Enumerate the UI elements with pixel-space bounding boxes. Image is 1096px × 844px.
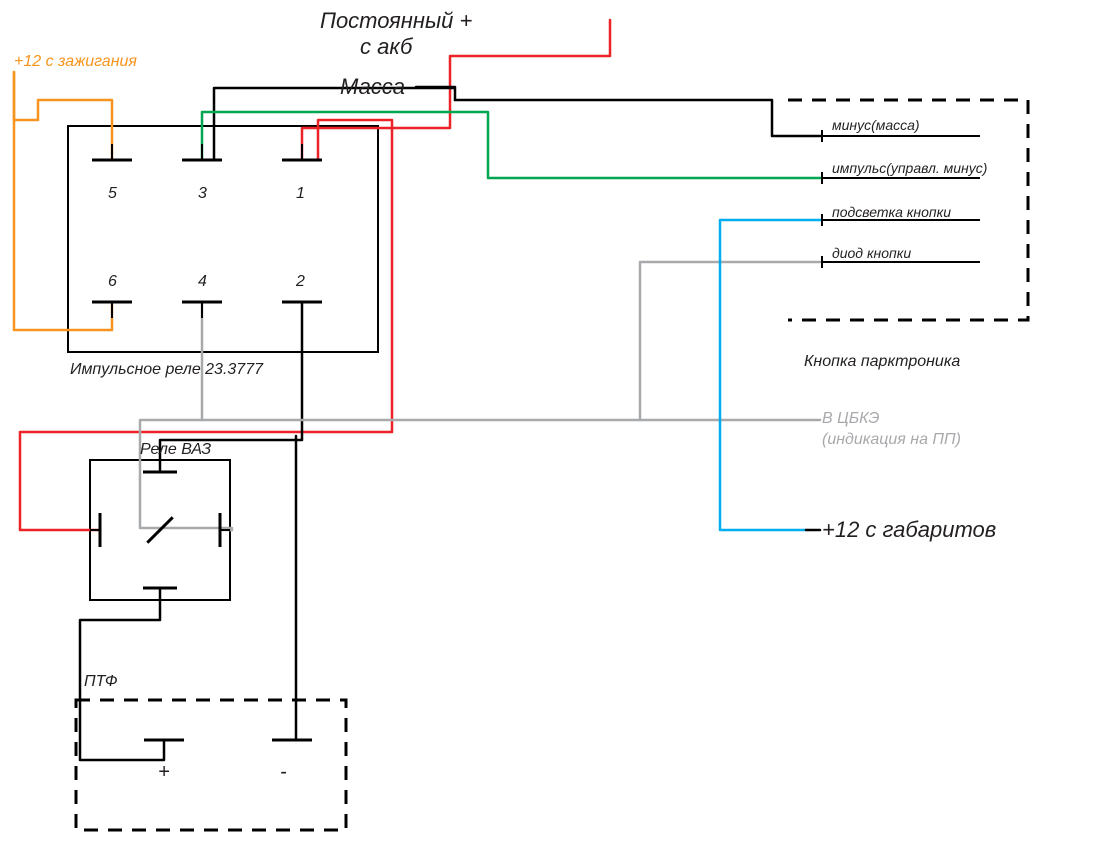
- label-pin4: 4: [198, 273, 207, 290]
- label-pin3: 3: [198, 185, 207, 202]
- label-relay_vaz: Реле ВАЗ: [140, 441, 211, 458]
- label-batt_from: с акб: [360, 34, 414, 59]
- label-pin1: 1: [296, 185, 305, 202]
- label-pin2: 2: [295, 273, 305, 290]
- label-to_cbke2: (индикация на ПП): [822, 431, 961, 448]
- label-btn_name: Кнопка парктроника: [804, 353, 960, 370]
- label-btn_pulse: импульс(управл. минус): [832, 160, 987, 176]
- label-btn_diode: диод кнопки: [832, 245, 911, 261]
- label-plus: +: [158, 761, 170, 783]
- label-batt_plus: Постоянный +: [320, 8, 473, 33]
- label-pulse_relay: Импульсное реле 23.3777: [70, 361, 264, 378]
- label-btn_light: подсветка кнопки: [832, 204, 951, 220]
- label-to_cbke1: В ЦБКЭ: [822, 410, 880, 427]
- label-ptf: ПТФ: [84, 673, 118, 690]
- label-ignition: +12 с зажигания: [14, 53, 137, 70]
- label-minus: -: [280, 761, 287, 783]
- label-pin6: 6: [108, 273, 117, 290]
- label-pin5: 5: [108, 185, 117, 202]
- label-mass: Масса: [340, 74, 405, 99]
- label-gabarit: +12 с габаритов: [822, 517, 996, 542]
- label-btn_minus: минус(масса): [832, 117, 920, 133]
